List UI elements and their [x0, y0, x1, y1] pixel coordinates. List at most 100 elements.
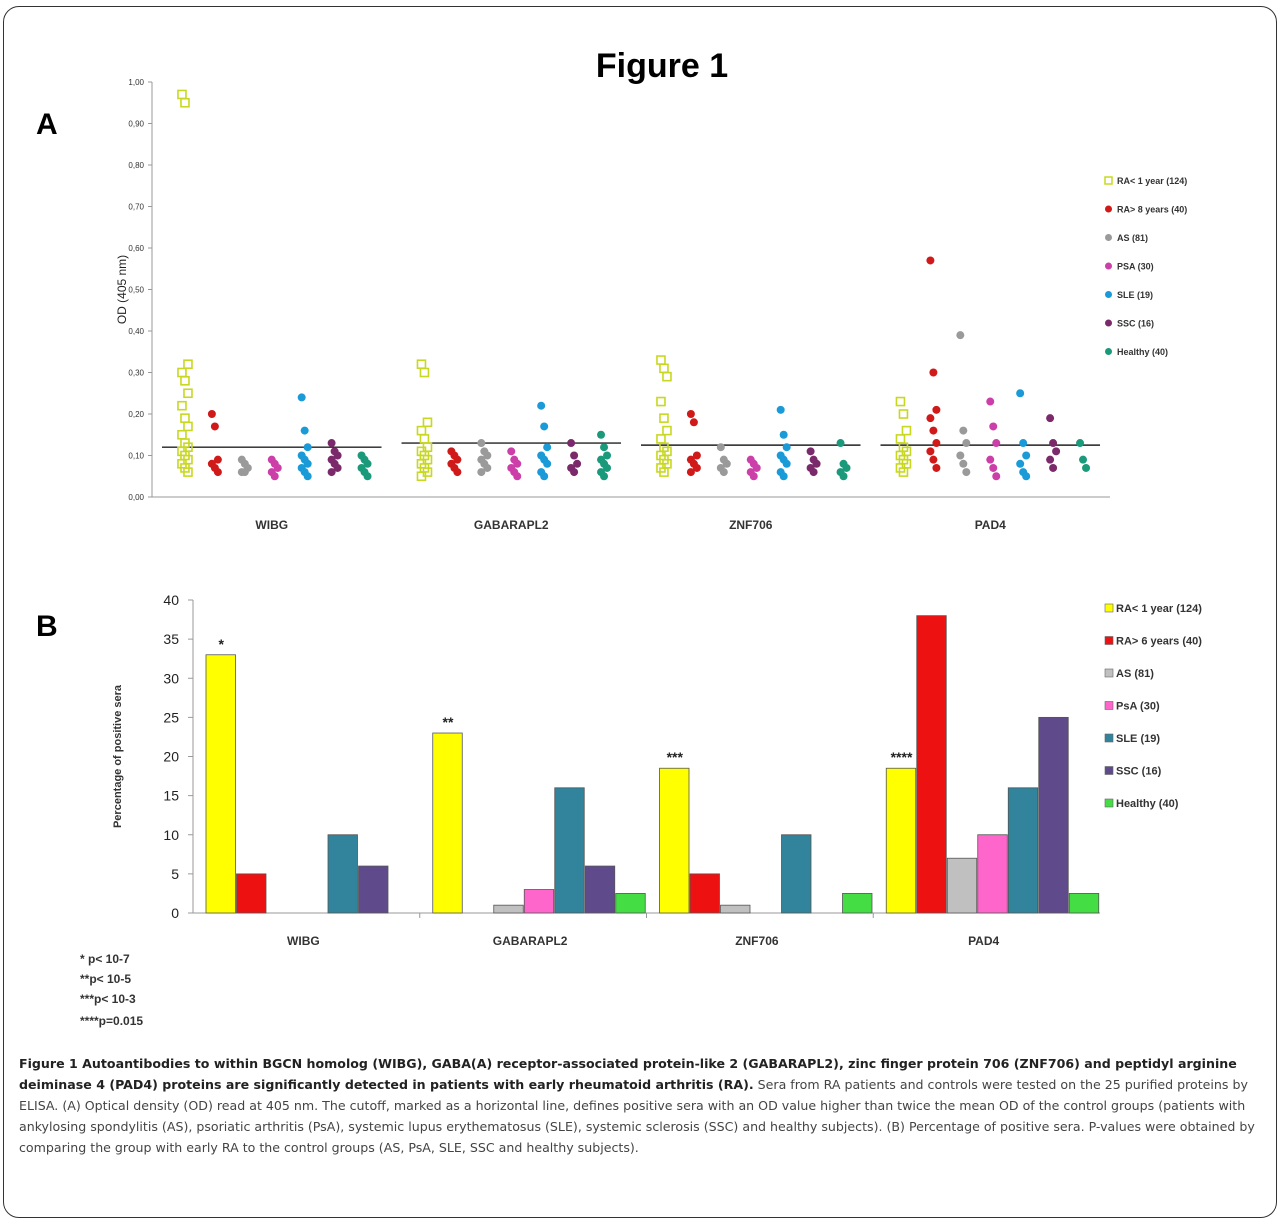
data-point — [1049, 439, 1058, 448]
data-point — [297, 393, 306, 402]
y-tick-label: 30 — [163, 670, 179, 686]
data-point — [570, 451, 579, 460]
pvalue-note-2: **p< 10-5 — [80, 972, 131, 986]
data-point — [363, 472, 372, 481]
legend-marker — [1104, 668, 1114, 678]
bar — [946, 857, 978, 914]
legend-marker — [1104, 603, 1114, 613]
data-point — [1076, 439, 1085, 448]
data-point — [809, 468, 818, 477]
y-tick-label: 0,60 — [128, 244, 144, 253]
data-point — [416, 471, 427, 482]
data-point — [507, 447, 516, 456]
bar — [584, 865, 616, 914]
y-tick-label: 15 — [163, 788, 179, 804]
legend-marker — [1104, 733, 1114, 743]
data-point — [419, 367, 430, 378]
x-category-label: GABARAPL2 — [493, 934, 568, 948]
data-point — [1052, 447, 1061, 456]
data-point — [540, 422, 549, 431]
data-point — [1016, 389, 1025, 398]
data-point — [567, 439, 576, 448]
significance-mark: *** — [667, 749, 684, 765]
legend-label: SLE (19) — [1116, 733, 1160, 745]
y-tick-label: 0 — [171, 905, 179, 921]
data-point — [898, 409, 909, 419]
data-point — [333, 463, 342, 472]
legend-marker — [1104, 798, 1114, 808]
data-point — [477, 468, 486, 477]
figure-svg: Figure 1 A B 0,00 0,10 0,20 0,30 0,40 0,50 0,6… — [36, 47, 1202, 1028]
y-tick-label: 0,10 — [128, 452, 144, 461]
x-category-label: ZNF706 — [735, 934, 779, 948]
panel-b-bars: 0 5 10 15 20 25 30 35 40 Percentage of positive s… — [112, 592, 1202, 948]
legend-label: PSA (30) — [1117, 262, 1154, 272]
panel-a-scatter: 0,00 0,10 0,20 0,30 0,40 0,50 0,60 0,70 0,80 0,90… — [115, 78, 1187, 532]
data-point — [986, 455, 995, 464]
y-tick-label: 0,00 — [128, 493, 144, 502]
data-point — [932, 439, 941, 448]
data-point — [782, 443, 791, 452]
pvalue-note-3: ***p< 10-3 — [80, 992, 136, 1006]
bar — [916, 615, 947, 914]
y-tick-label: 35 — [163, 631, 179, 647]
data-point — [180, 413, 190, 423]
legend-label: SSC (16) — [1117, 319, 1154, 329]
data-point — [1022, 451, 1031, 460]
data-point — [959, 459, 968, 468]
data-point — [932, 405, 941, 414]
x-category-label: PAD4 — [975, 518, 1006, 532]
bar — [236, 873, 267, 914]
legend-marker — [1105, 234, 1112, 241]
data-point — [1079, 455, 1088, 464]
y-tick-label: 0,90 — [128, 120, 144, 129]
data-point — [895, 434, 906, 444]
data-point — [453, 455, 462, 464]
data-point — [416, 425, 427, 436]
legend-label: RA> 6 years (40) — [1116, 636, 1202, 648]
figure-heading: Figure 1 — [596, 47, 728, 85]
data-point — [183, 388, 193, 399]
bar — [432, 732, 463, 914]
data-point — [692, 463, 701, 472]
data-point — [992, 472, 1001, 481]
data-point — [183, 421, 193, 432]
data-point — [926, 414, 935, 423]
data-point — [686, 410, 695, 418]
significance-mark: ** — [443, 714, 454, 730]
data-point — [779, 472, 788, 481]
data-point — [776, 405, 785, 414]
significance-mark: **** — [891, 749, 913, 765]
data-point — [812, 459, 821, 468]
data-point — [659, 467, 669, 477]
data-point — [659, 363, 669, 374]
data-point — [929, 368, 938, 377]
figure-caption: Figure 1 Autoantibodies to within BGCN h… — [19, 1053, 1263, 1158]
data-point — [570, 468, 579, 477]
data-point — [926, 447, 935, 456]
data-point — [327, 468, 336, 477]
legend-marker — [1105, 319, 1112, 327]
data-point — [962, 439, 971, 448]
data-point — [662, 371, 672, 382]
data-point — [716, 443, 725, 452]
legend-marker — [1105, 205, 1112, 213]
data-point — [686, 468, 695, 477]
data-point — [543, 459, 552, 468]
data-point — [183, 359, 193, 370]
legend-label: PsA (30) — [1116, 701, 1160, 713]
data-point — [597, 430, 606, 439]
data-point — [929, 426, 938, 435]
data-point — [782, 459, 791, 468]
data-point — [210, 422, 219, 431]
data-point — [836, 439, 845, 448]
data-point — [453, 468, 462, 477]
x-category-label: ZNF706 — [729, 518, 773, 532]
y-axis-label: OD (405 nm) — [115, 255, 129, 324]
data-point — [901, 425, 912, 436]
pvalue-notes: * p< 10-7 **p< 10-5 ***p< 10-3 ****p=0.0… — [80, 952, 143, 1028]
bar — [493, 904, 524, 914]
data-point — [719, 468, 728, 477]
data-point — [177, 400, 187, 411]
data-point — [932, 463, 941, 472]
